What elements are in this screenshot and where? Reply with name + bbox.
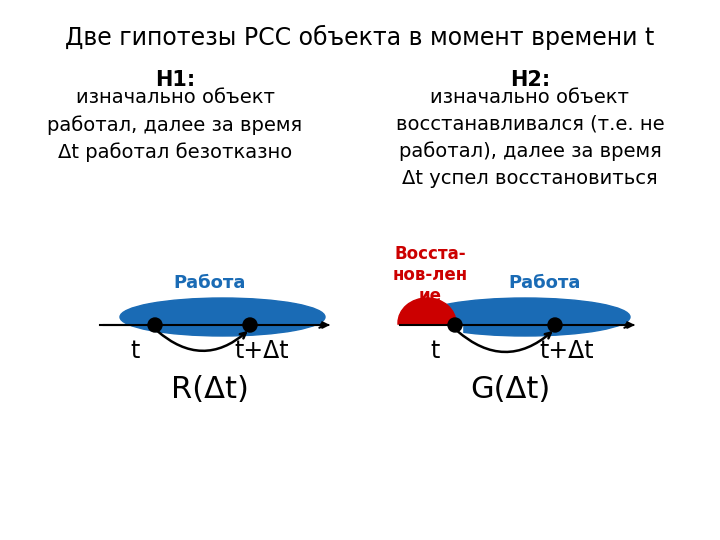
- Ellipse shape: [398, 298, 456, 348]
- Text: изначально объект
восстанавливался (т.е. не
работал), далее за время
Δt успел во: изначально объект восстанавливался (т.е.…: [396, 88, 665, 187]
- Text: G(Δt): G(Δt): [470, 375, 550, 404]
- Text: H1:: H1:: [155, 70, 195, 90]
- Circle shape: [448, 318, 462, 332]
- Circle shape: [148, 318, 162, 332]
- Text: t+Δt: t+Δt: [235, 339, 289, 363]
- Text: t: t: [431, 339, 440, 363]
- Text: изначально объект
работал, далее за время
Δt работал безотказно: изначально объект работал, далее за врем…: [48, 88, 302, 162]
- Text: R(Δt): R(Δt): [171, 375, 249, 404]
- Text: t: t: [130, 339, 140, 363]
- Text: H2:: H2:: [510, 70, 550, 90]
- Circle shape: [243, 318, 257, 332]
- Text: t+Δt: t+Δt: [540, 339, 594, 363]
- Text: Две гипотезы РСС объекта в момент времени t: Две гипотезы РСС объекта в момент времен…: [66, 25, 654, 50]
- Ellipse shape: [120, 298, 325, 336]
- Text: Работа: Работа: [174, 274, 246, 292]
- Text: Восста-
нов-лен
ие: Восста- нов-лен ие: [392, 245, 467, 305]
- Ellipse shape: [420, 298, 630, 336]
- Text: Работа: Работа: [509, 274, 581, 292]
- Bar: [392, 325, 462, 355]
- Circle shape: [548, 318, 562, 332]
